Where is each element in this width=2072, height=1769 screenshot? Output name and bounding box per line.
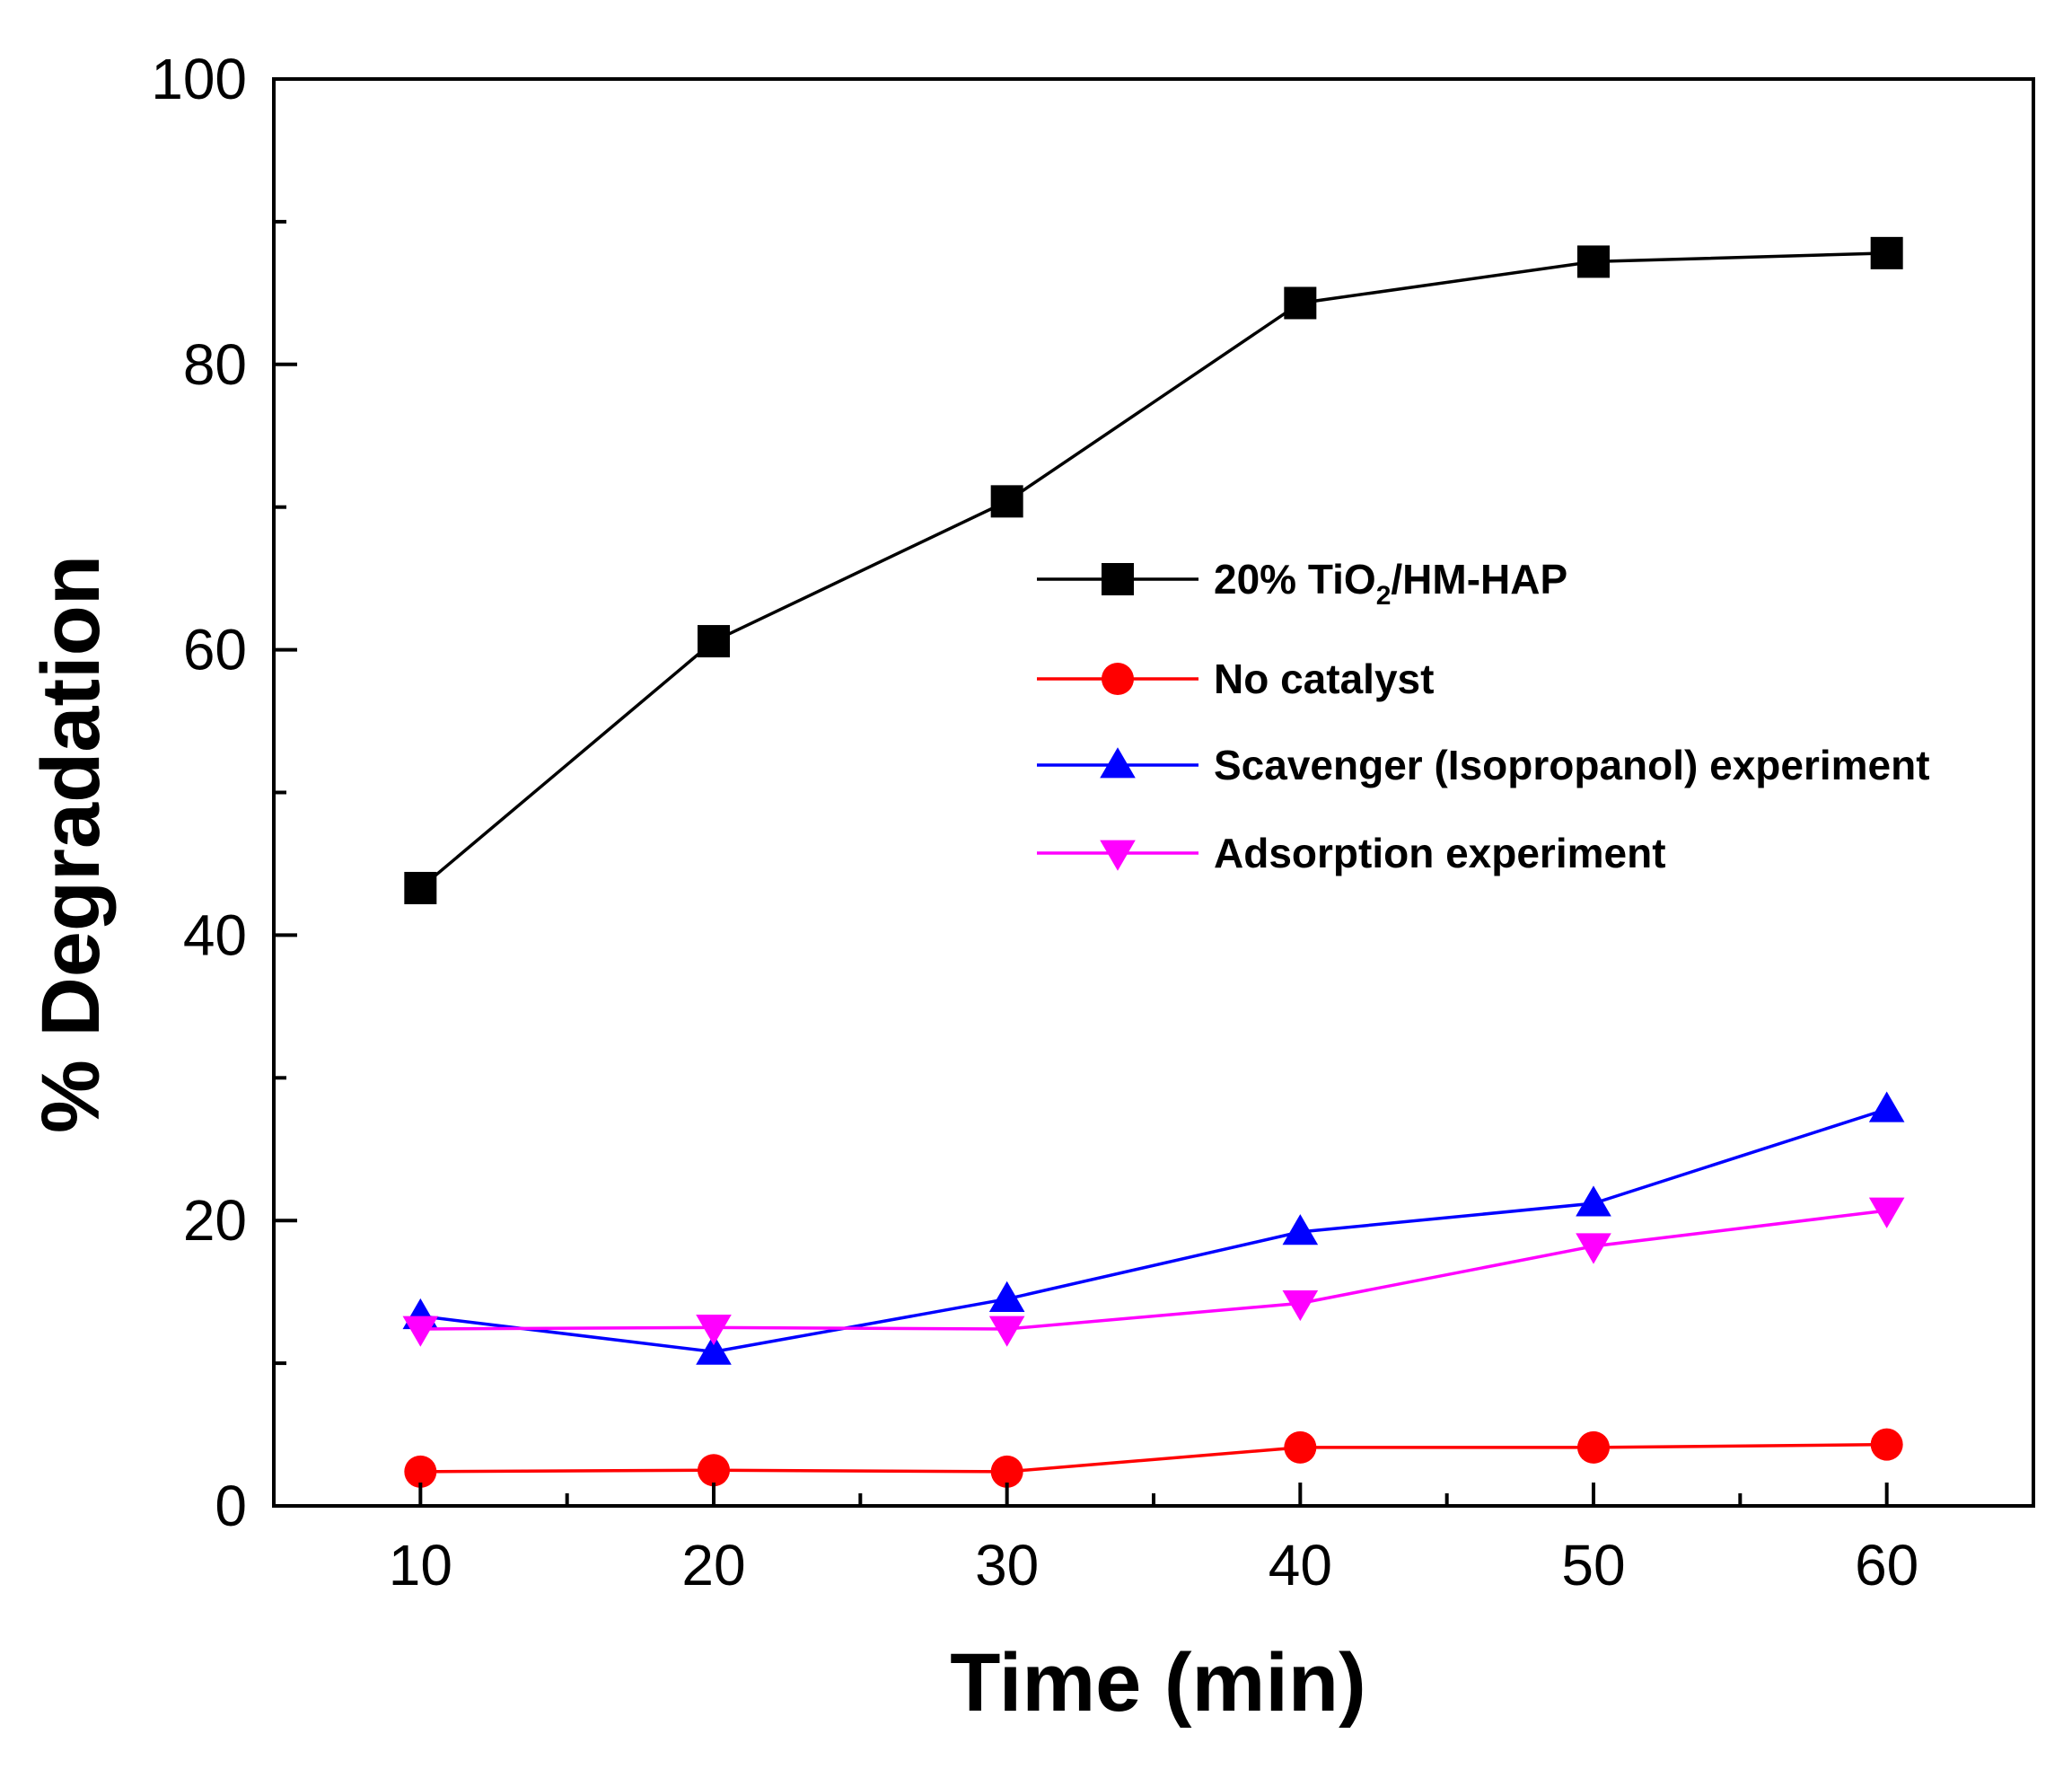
data-point (1576, 1233, 1611, 1264)
y-tick-label: 20 (183, 1188, 247, 1253)
series-line (420, 1107, 1888, 1354)
legend-marker (1102, 563, 1134, 595)
data-point (1284, 1430, 1317, 1464)
legend: 20% TiO2/HM-HAP No catalyst Scavenger (Iso… (1037, 556, 1930, 876)
series-3 (402, 1197, 1905, 1347)
legend-item: Adsorption experiment (1037, 830, 1666, 876)
legend-marker (1100, 840, 1136, 871)
y-tick-label: 40 (183, 902, 247, 967)
data-point (402, 1316, 439, 1347)
x-tick-label: 20 (681, 1533, 745, 1597)
data-point (990, 1455, 1023, 1488)
legend-label: No catalyst (1214, 656, 1434, 702)
series-2 (402, 1091, 1905, 1365)
data-point (1282, 1289, 1319, 1322)
data-point (1577, 1430, 1610, 1464)
data-point (988, 1281, 1025, 1312)
series-layer (402, 236, 1905, 1488)
data-point (1576, 1185, 1611, 1217)
legend-marker (1100, 747, 1136, 779)
data-point (1870, 236, 1903, 269)
data-point (990, 485, 1023, 518)
data-point (696, 1314, 732, 1346)
legend-label: Adsorption experiment (1214, 830, 1666, 876)
x-axis-title: Time (min) (950, 1637, 1365, 1729)
data-point (1577, 245, 1610, 278)
legend-item: No catalyst (1037, 656, 1434, 702)
data-point (1868, 1197, 1905, 1228)
data-point (404, 871, 437, 904)
x-tick-label: 40 (1269, 1533, 1332, 1597)
y-tick-label: 60 (183, 618, 247, 682)
series-1 (404, 1428, 1903, 1488)
x-tick-label: 50 (1561, 1533, 1625, 1597)
y-tick-label: 0 (215, 1474, 247, 1538)
legend-item: 20% TiO2/HM-HAP (1037, 556, 1567, 611)
legend-label: Scavenger (Isopropanol) experiment (1214, 742, 1930, 788)
y-axis-title: % Degradation (25, 555, 117, 1133)
data-point (698, 625, 730, 658)
data-point (404, 1455, 437, 1488)
x-tick-label: 60 (1855, 1533, 1918, 1597)
series-0 (404, 236, 1903, 904)
data-point (1870, 1428, 1903, 1461)
data-point (1282, 1214, 1319, 1245)
y-tick-label: 100 (151, 47, 247, 111)
legend-item: Scavenger (Isopropanol) experiment (1037, 742, 1930, 788)
data-point (696, 1333, 732, 1365)
data-point (988, 1316, 1025, 1347)
legend-marker (1102, 663, 1134, 695)
series-line (420, 1209, 1887, 1331)
data-point (698, 1454, 730, 1487)
legend-label: 20% TiO2/HM-HAP (1214, 556, 1567, 611)
series-line (419, 251, 1887, 890)
data-point (1868, 1091, 1905, 1122)
data-point (1284, 286, 1317, 320)
series-line (420, 1442, 1887, 1474)
x-tick-label: 10 (389, 1533, 452, 1597)
x-tick-label: 30 (975, 1533, 1039, 1597)
axis-layer: 0 20 40 60 80 100 10 20 30 40 50 60 (151, 47, 2035, 1597)
plot-frame (272, 77, 2035, 1508)
y-tick-label: 80 (183, 332, 247, 397)
